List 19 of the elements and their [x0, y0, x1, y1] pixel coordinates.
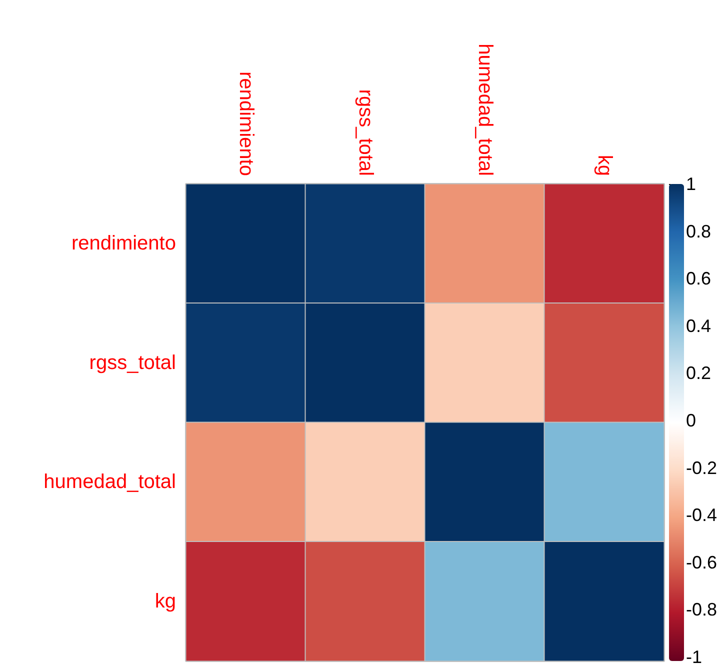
y-tick-label: rgss_total	[89, 352, 176, 374]
color-bar-label: 0	[686, 410, 696, 430]
color-bar-label: -1	[686, 647, 702, 666]
color-bar-label: 0.4	[686, 316, 712, 336]
color-bar-label: -0.6	[686, 552, 718, 572]
x-tick-label: humedad_total	[474, 44, 496, 176]
x-tick-label: rgss_total	[354, 89, 376, 176]
x-tick-label: rendimiento	[234, 71, 257, 176]
color-bar-label: -0.8	[686, 600, 718, 620]
color-bar-label: 1	[686, 174, 696, 194]
x-tick-label: kg	[593, 154, 616, 176]
color-bar-label: 0.8	[686, 221, 712, 242]
color-bar-label: 0.2	[686, 363, 712, 384]
y-tick-label: rendimiento	[71, 232, 176, 255]
y-tick-label: humedad_total	[44, 471, 176, 494]
y-tick-label: kg	[154, 590, 176, 612]
color-bar-label: 0.6	[686, 268, 712, 289]
color-bar-label: -0.4	[686, 505, 718, 526]
color-bar-label: -0.2	[686, 458, 718, 478]
